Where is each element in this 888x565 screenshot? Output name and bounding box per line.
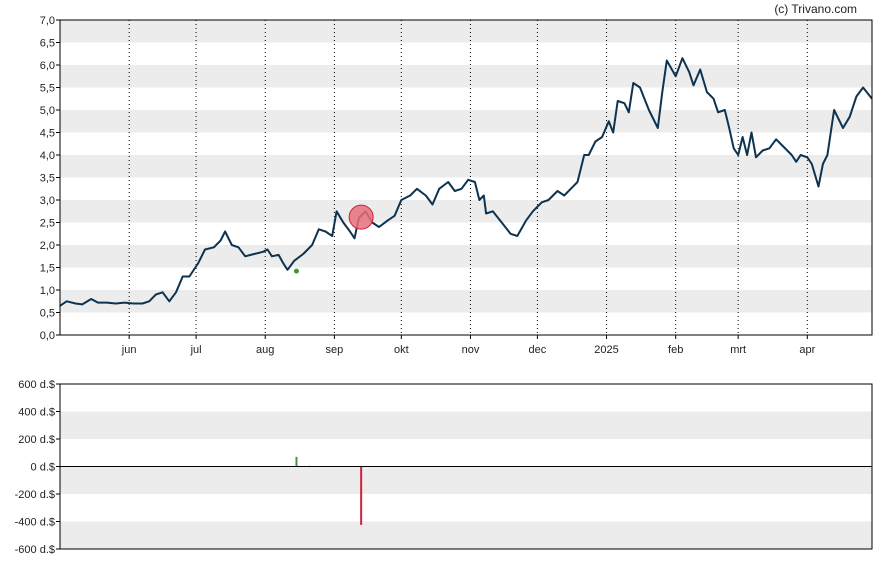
price-y-tick-label: 4,0 [40,150,55,162]
price-x-tick-label: jul [190,344,202,356]
price-x-tick-label: nov [462,344,480,356]
volume-y-tick-label: 0 d.$ [31,462,55,474]
price-month-gridlines [128,20,808,335]
price-x-tick-label: dec [529,344,547,356]
price-band [60,20,872,43]
price-y-tick-label: 2,5 [40,218,55,230]
price-x-tick-label: feb [668,344,683,356]
price-band [60,65,872,88]
volume-y-tick-label: 400 d.$ [18,407,55,419]
volume-band [60,411,872,439]
volume-y-tick-labels: 600 d.$ 400 d.$ 200 d.$ 0 d.$ -200 d.$ -400 d… [15,379,60,556]
price-y-tick-label: 3,0 [40,195,55,207]
price-y-tick-label: 4,5 [40,128,55,140]
volume-y-tick-label: 600 d.$ [18,379,55,391]
price-y-tick-label: 6,0 [40,60,55,72]
sell-marker [348,204,374,230]
volume-y-tick-label: -200 d.$ [15,489,55,501]
price-x-tick-label: apr [799,344,815,356]
price-markers [293,204,374,274]
price-y-tick-label: 3,5 [40,173,55,185]
volume-panel: 600 d.$ 400 d.$ 200 d.$ 0 d.$ -200 d.$ -400 d… [15,379,873,556]
price-y-tick-label: 0,5 [40,308,55,320]
price-y-tick-label: 2,0 [40,240,55,252]
price-line-layer [59,57,873,307]
price-y-tick-label: 7,0 [40,15,55,27]
price-panel: 0,0 0,5 1,0 1,5 2,0 2,5 3,0 3,5 4,0 4,5 5,0 5,5 6,0 6… [40,15,873,356]
volume-y-tick-label: -600 d.$ [15,544,55,556]
volume-bands [60,411,872,549]
price-x-tick-labels: jun jul aug sep okt nov dec 2025 feb mrt apr [121,335,816,356]
price-band [60,110,872,133]
volume-band [60,466,872,494]
price-x-tick-label: aug [256,344,274,356]
price-band [60,245,872,268]
volume-band [60,521,872,549]
price-x-tick-label: sep [326,344,344,356]
price-x-tick-label: jun [121,344,137,356]
price-y-tick-labels: 0,0 0,5 1,0 1,5 2,0 2,5 3,0 3,5 4,0 4,5 5,0 5,5 6,0 6… [40,15,60,342]
price-y-tick-label: 1,0 [40,285,55,297]
volume-y-tick-label: -400 d.$ [15,517,55,529]
price-bands [60,20,872,313]
price-y-tick-label: 0,0 [40,330,55,342]
price-y-tick-label: 6,5 [40,38,55,50]
buy-marker [293,268,299,274]
credit-text: (c) Trivano.com [774,2,857,16]
price-band [60,155,872,178]
price-band [60,290,872,313]
price-y-tick-label: 1,5 [40,263,55,275]
price-x-tick-label: okt [394,344,409,356]
volume-y-tick-label: 200 d.$ [18,434,55,446]
price-x-tick-label: mrt [730,344,746,356]
price-line [59,57,873,307]
price-y-tick-label: 5,0 [40,105,55,117]
price-x-tick-label: 2025 [594,344,618,356]
price-y-tick-label: 5,5 [40,83,55,95]
price-band [60,200,872,223]
